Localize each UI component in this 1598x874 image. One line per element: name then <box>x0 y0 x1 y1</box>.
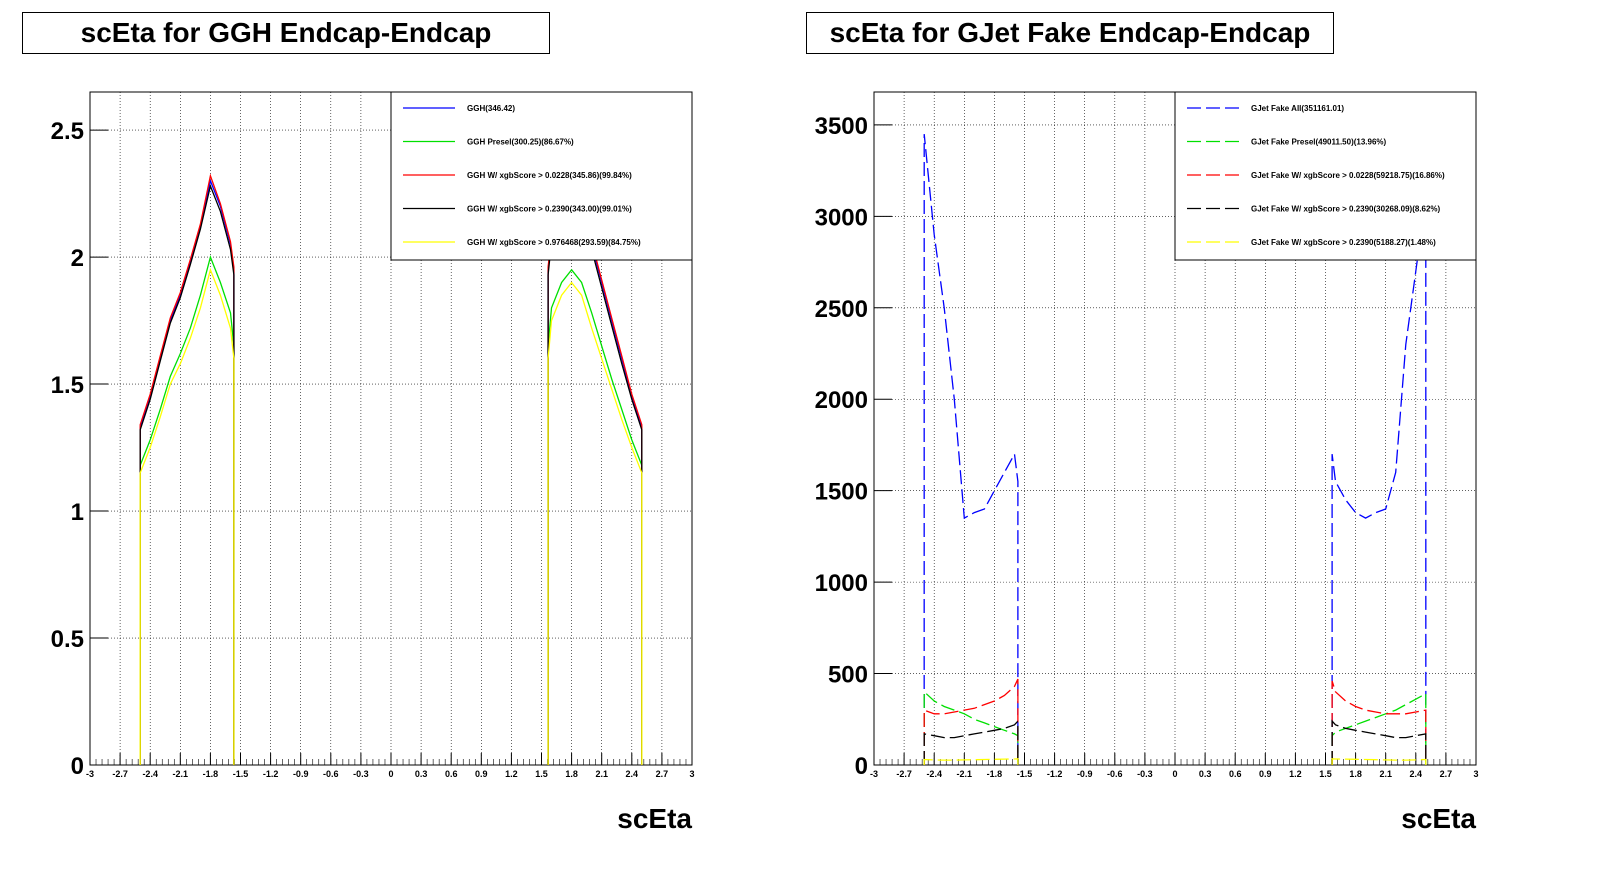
x-tick-label: 2.7 <box>1440 769 1453 779</box>
series-line-3 <box>923 719 1427 766</box>
x-tick-label: 3 <box>689 769 694 779</box>
x-tick-label: 2.1 <box>595 769 608 779</box>
x-tick-label: -3 <box>870 769 878 779</box>
x-tick-label: -1.5 <box>1017 769 1033 779</box>
legend-entry: GGH W/ xgbScore > 0.2390(343.00)(99.01%) <box>467 205 632 214</box>
x-tick-label: 1.2 <box>1289 769 1302 779</box>
y-tick-label: 2.5 <box>51 118 84 145</box>
x-tick-label: -0.9 <box>1077 769 1093 779</box>
x-tick-label: -1.2 <box>263 769 279 779</box>
series-line-1 <box>923 690 1427 766</box>
legend-entry: GJet Fake W/ xgbScore > 0.2390(30268.09)… <box>1251 205 1441 214</box>
legend-entry: GJet Fake Presel(49011.50)(13.96%) <box>1251 138 1387 147</box>
x-tick-label: 2.7 <box>656 769 669 779</box>
y-tick-label: 0 <box>71 753 84 780</box>
x-tick-label: -2.4 <box>926 769 942 779</box>
x-tick-label: 1.8 <box>1349 769 1362 779</box>
legend-box <box>390 91 693 261</box>
x-tick-label: -0.9 <box>293 769 309 779</box>
series-line-0 <box>923 134 1427 766</box>
x-tick-label: 2.4 <box>1410 769 1423 779</box>
series-line-4 <box>923 758 1427 766</box>
y-tick-label: 0 <box>855 753 868 780</box>
legend-entry: GJet Fake All(351161.01) <box>1251 104 1344 113</box>
x-tick-label: -1.8 <box>987 769 1003 779</box>
chart-title-right: scEta for GJet Fake Endcap-Endcap <box>806 12 1334 54</box>
x-tick-label: -0.3 <box>353 769 369 779</box>
x-tick-label: 1.2 <box>505 769 518 779</box>
x-tick-label: 0.3 <box>415 769 428 779</box>
x-tick-label: 0.9 <box>1259 769 1272 779</box>
x-tick-label: -2.4 <box>142 769 158 779</box>
legend-entry: GGH W/ xgbScore > 0.976468(293.59)(84.75… <box>467 238 641 247</box>
legend-entry: GJet Fake W/ xgbScore > 0.2390(5188.27)(… <box>1251 238 1436 247</box>
x-tick-label: 2.4 <box>626 769 639 779</box>
series-line-4 <box>139 267 643 766</box>
x-tick-label: 0.6 <box>1229 769 1242 779</box>
series-line-2 <box>923 678 1427 766</box>
x-tick-label: -2.7 <box>112 769 128 779</box>
x-tick-label: -1.2 <box>1047 769 1063 779</box>
x-tick-label: 3 <box>1473 769 1478 779</box>
x-tick-label: 0.9 <box>475 769 488 779</box>
legend-entry: GGH Presel(300.25)(86.67%) <box>467 138 574 147</box>
x-tick-label: -2.1 <box>173 769 189 779</box>
x-tick-label: -1.8 <box>203 769 219 779</box>
x-tick-label: -2.1 <box>957 769 973 779</box>
series-line-1 <box>139 255 643 766</box>
x-tick-label: -2.7 <box>896 769 912 779</box>
y-tick-label: 1000 <box>815 570 868 597</box>
y-tick-label: 3000 <box>815 204 868 231</box>
y-tick-label: 2 <box>71 245 84 272</box>
x-tick-label: 0 <box>388 769 393 779</box>
x-tick-label: 0 <box>1172 769 1177 779</box>
legend-entry: GJet Fake W/ xgbScore > 0.0228(59218.75)… <box>1251 171 1445 180</box>
x-tick-label: -1.5 <box>233 769 249 779</box>
x-tick-label: -3 <box>86 769 94 779</box>
y-tick-label: 2000 <box>815 387 868 414</box>
x-axis-label: scEta <box>617 803 692 834</box>
x-tick-label: 1.8 <box>565 769 578 779</box>
chart-title-left: scEta for GGH Endcap-Endcap <box>22 12 550 54</box>
y-tick-label: 3500 <box>815 113 868 140</box>
y-tick-label: 1500 <box>815 479 868 506</box>
y-tick-label: 2500 <box>815 296 868 323</box>
x-tick-label: 2.1 <box>1379 769 1392 779</box>
x-tick-label: 1.5 <box>535 769 548 779</box>
x-tick-label: -0.6 <box>323 769 339 779</box>
x-tick-label: 0.6 <box>445 769 458 779</box>
legend-entry: GGH W/ xgbScore > 0.0228(345.86)(99.84%) <box>467 171 632 180</box>
x-tick-label: -0.3 <box>1137 769 1153 779</box>
y-tick-label: 0.5 <box>51 626 84 653</box>
x-axis-label: scEta <box>1401 803 1476 834</box>
y-tick-label: 1 <box>71 499 84 526</box>
x-tick-label: 0.3 <box>1199 769 1212 779</box>
legend-box <box>1174 91 1477 261</box>
y-tick-label: 500 <box>828 662 868 689</box>
x-tick-label: -0.6 <box>1107 769 1123 779</box>
x-tick-label: 1.5 <box>1319 769 1332 779</box>
legend-entry: GGH(346.42) <box>467 104 515 113</box>
y-tick-label: 1.5 <box>51 372 84 399</box>
